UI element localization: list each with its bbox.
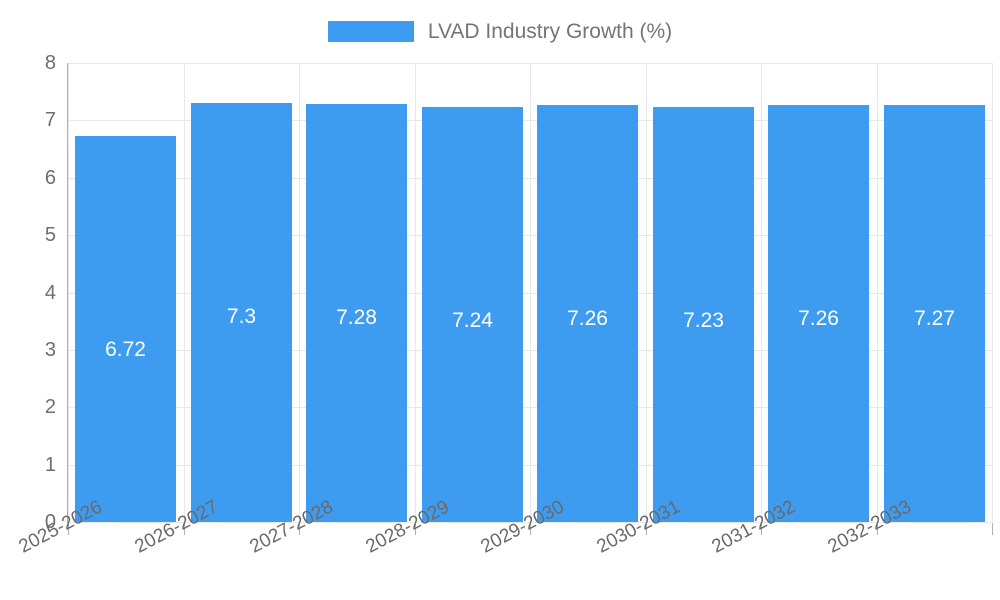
bar-value-label: 7.28 — [336, 306, 377, 330]
bar-value-label: 7.26 — [798, 307, 839, 331]
x-axis-tick-mark — [68, 523, 69, 535]
bar-value-label: 6.72 — [105, 338, 146, 362]
gridline-vertical — [68, 63, 69, 522]
bar-series-lvad-industry-growth: 6.72 7.3 7.28 7.24 7.26 7.23 7.26 7.27 — [68, 63, 992, 522]
gridline-vertical — [877, 63, 878, 522]
y-axis-tick-label: 7 — [44, 109, 56, 132]
legend-item-lvad-industry-growth[interactable]: LVAD Industry Growth (%) — [327, 19, 673, 43]
x-axis-tick-mark — [415, 523, 416, 535]
x-axis-tick-mark — [877, 523, 878, 535]
bar-value-label: 7.26 — [567, 307, 608, 331]
bar-value-label: 7.27 — [914, 306, 955, 330]
y-axis-tick-label: 5 — [44, 224, 56, 247]
gridline-vertical — [530, 63, 531, 522]
bar[interactable]: 7.3 — [191, 103, 292, 522]
bar-value-label: 7.3 — [226, 305, 257, 329]
legend-color-swatch-icon — [327, 20, 414, 42]
bar[interactable]: 7.26 — [537, 105, 638, 522]
bar-value-label: 7.23 — [683, 309, 724, 333]
bar[interactable]: 7.26 — [768, 105, 869, 522]
bar[interactable]: 6.72 — [75, 136, 176, 522]
gridline-vertical — [184, 63, 185, 522]
gridline-vertical — [992, 63, 993, 522]
y-axis-tick-labels: 0 1 2 3 4 5 6 7 8 — [0, 0, 56, 600]
x-axis-tick-mark — [184, 523, 185, 535]
y-axis-tick-label: 0 — [44, 511, 56, 533]
bar[interactable]: 7.24 — [422, 106, 523, 522]
y-axis-tick-label: 1 — [44, 453, 56, 476]
legend-label: LVAD Industry Growth (%) — [427, 19, 673, 43]
x-axis-tick-mark — [761, 523, 762, 535]
gridline-vertical — [415, 63, 416, 522]
bar[interactable]: 7.28 — [306, 104, 407, 522]
x-axis-tick-mark — [646, 523, 647, 535]
y-axis-tick-label: 2 — [44, 396, 56, 419]
y-axis-tick-label: 3 — [44, 338, 56, 361]
x-axis-tick-mark — [992, 523, 993, 535]
y-axis-tick-label: 8 — [44, 52, 56, 74]
y-axis-tick-label: 4 — [44, 281, 56, 304]
x-axis-tick-mark — [530, 523, 531, 535]
gridline-vertical — [299, 63, 300, 522]
gridline-vertical — [761, 63, 762, 522]
x-axis-tick-mark — [299, 523, 300, 535]
bar[interactable]: 7.27 — [884, 104, 985, 522]
plot-area: 6.72 7.3 7.28 7.24 7.26 7.23 7.26 7.27 — [68, 63, 993, 523]
gridline-horizontal — [68, 522, 992, 523]
bar-value-label: 7.24 — [452, 308, 493, 332]
bar[interactable]: 7.23 — [653, 107, 754, 522]
y-axis-tick-label: 6 — [44, 166, 56, 189]
chart-legend: LVAD Industry Growth (%) — [0, 14, 1000, 48]
gridline-vertical — [646, 63, 647, 522]
